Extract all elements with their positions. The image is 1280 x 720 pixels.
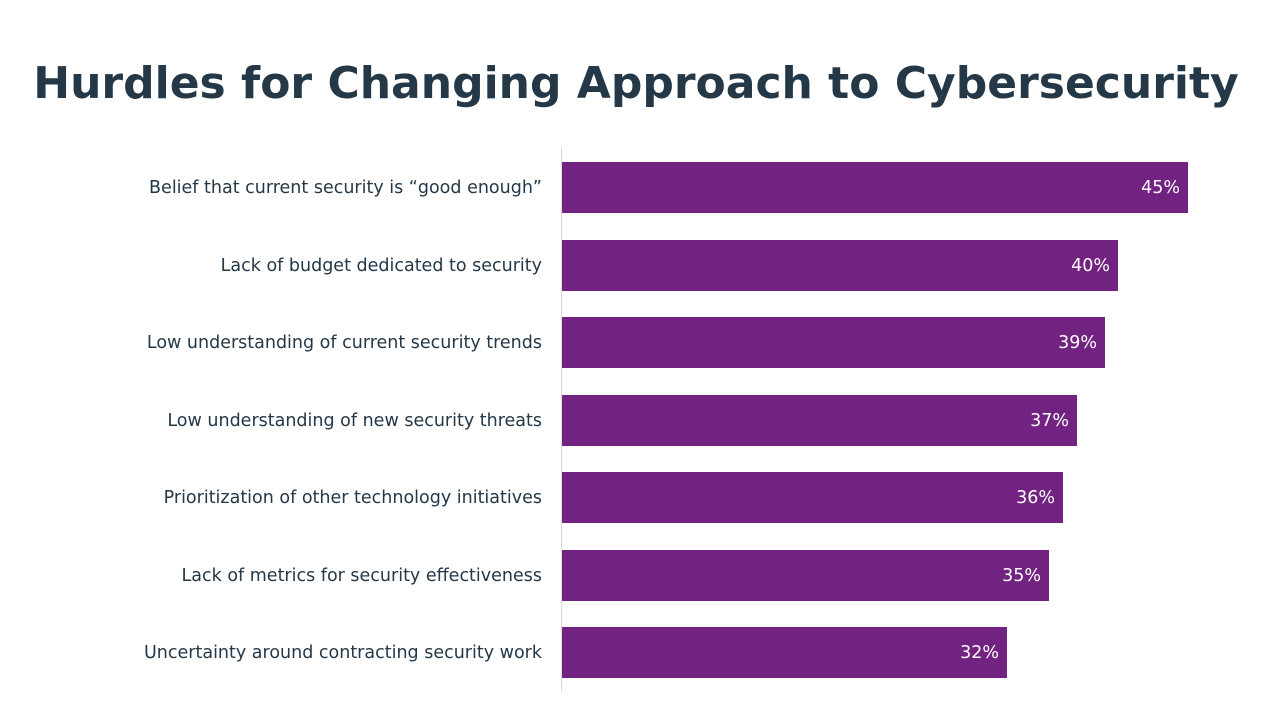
bar-value-label: 45% — [1141, 177, 1180, 198]
bar — [562, 627, 1007, 678]
bar — [562, 472, 1063, 523]
category-label: Uncertainty around contracting security … — [144, 643, 542, 663]
category-label: Belief that current security is “good en… — [149, 178, 542, 198]
bar-value-label: 35% — [1002, 565, 1041, 586]
category-label: Lack of budget dedicated to security — [220, 256, 542, 276]
bar — [562, 317, 1105, 368]
bar-value-label: 40% — [1071, 255, 1110, 276]
bar-value-label: 39% — [1058, 332, 1097, 353]
category-label: Low understanding of current security tr… — [146, 333, 542, 353]
category-axis-line — [561, 148, 562, 691]
bar-value-label: 37% — [1030, 410, 1069, 431]
bar — [562, 395, 1077, 446]
bar — [562, 550, 1049, 601]
category-label: Prioritization of other technology initi… — [163, 488, 542, 508]
category-label: Low understanding of new security threat… — [167, 411, 542, 431]
bar-value-label: 36% — [1016, 487, 1055, 508]
bar — [562, 162, 1188, 213]
bar-value-label: 32% — [960, 642, 999, 663]
category-label: Lack of metrics for security effectivene… — [181, 566, 542, 586]
bar — [562, 240, 1118, 291]
chart-title: Hurdles for Changing Approach to Cyberse… — [33, 58, 1239, 109]
